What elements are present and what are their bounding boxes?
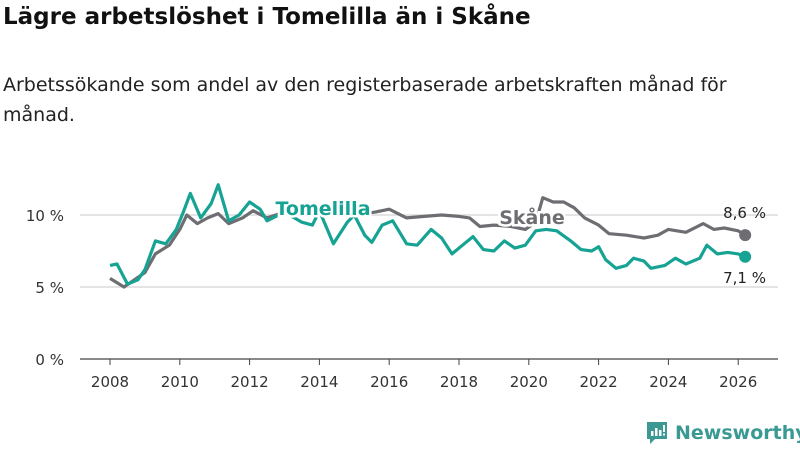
- newsworthy-logo: Newsworthy: [645, 420, 800, 446]
- y-tick-label: 0 %: [35, 351, 64, 369]
- chart-subtitle: Arbetssökande som andel av den registerb…: [3, 74, 727, 126]
- x-tick-label: 2022: [580, 373, 618, 391]
- y-tick-label: 5 %: [35, 279, 64, 297]
- series-label: Skåne: [499, 205, 565, 229]
- end-value-label: 7,1 %: [723, 269, 766, 287]
- series-end-dot: [739, 250, 752, 263]
- chart-title: Lägre arbetslöshet i Tomelilla än i Skån…: [3, 4, 531, 30]
- x-tick-label: 2012: [231, 373, 269, 391]
- y-tick-label: 10 %: [26, 207, 64, 225]
- series-label: Tomelilla: [275, 198, 370, 220]
- newsworthy-logo-icon: [647, 422, 667, 444]
- series-end-dot: [739, 229, 752, 242]
- series-line-tomelilla: [109, 183, 746, 286]
- x-tick-label: 2024: [649, 373, 687, 391]
- x-tick-label: 2014: [300, 373, 338, 391]
- x-tick-label: 2010: [161, 373, 199, 391]
- x-tick-label: 2020: [510, 373, 548, 391]
- x-tick-label: 2018: [440, 373, 478, 391]
- x-tick-label: 2008: [91, 373, 129, 391]
- x-tick-label: 2026: [719, 373, 757, 391]
- x-tick-label: 2016: [370, 373, 408, 391]
- brand-name: Newsworthy: [675, 422, 800, 444]
- end-value-label: 8,6 %: [723, 204, 766, 222]
- series-line-skane: [109, 196, 747, 289]
